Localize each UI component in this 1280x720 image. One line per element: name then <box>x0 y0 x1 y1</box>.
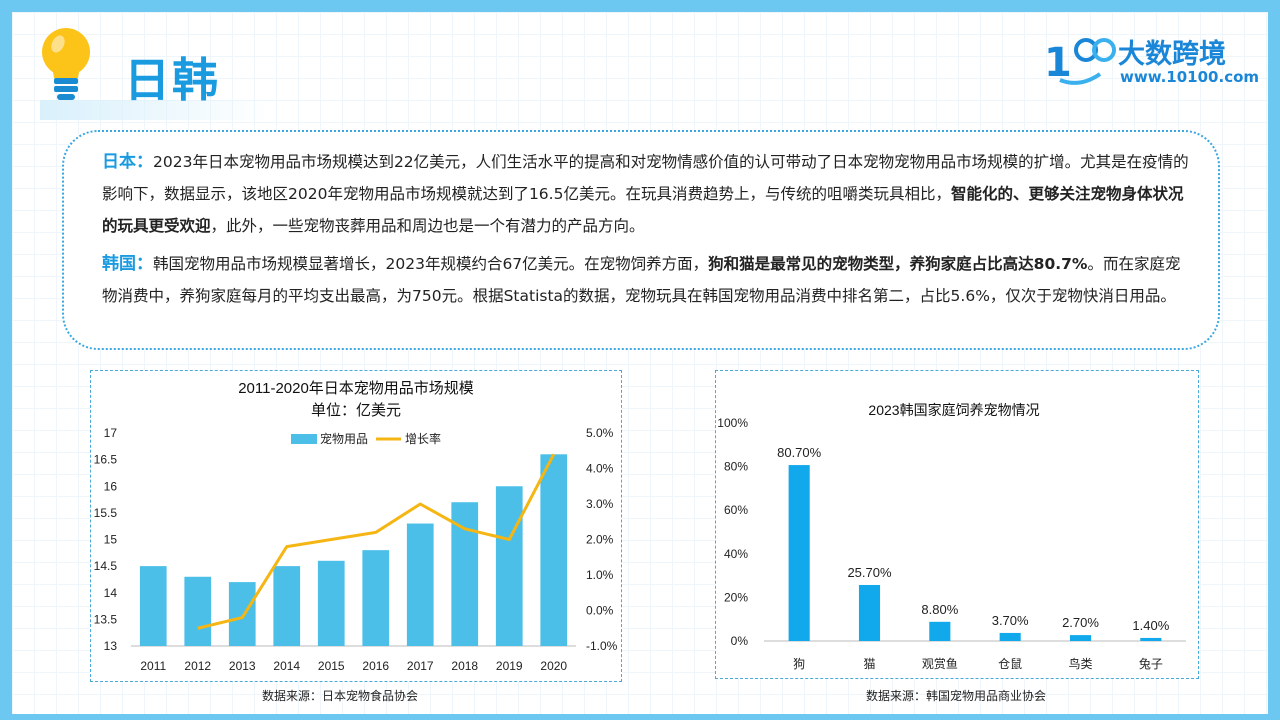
chart1-xtick: 2012 <box>184 659 211 673</box>
chart1-bar <box>406 523 434 646</box>
chart2-bar <box>999 632 1021 641</box>
chart1-bar <box>317 560 345 646</box>
chart2-xtick: 仓鼠 <box>998 657 1022 671</box>
chart2-bar <box>788 465 810 641</box>
chart1-bar <box>228 582 256 646</box>
korea-text-2: 。而在家庭宠物消费中，养狗家庭每月的平均支出最高，为750元。根据Statist… <box>102 255 1181 305</box>
title-underline <box>40 100 270 120</box>
chart1-xtick: 2020 <box>540 659 567 673</box>
chart1-y2tick: 2.0% <box>586 533 614 547</box>
svg-text:1: 1 <box>1044 40 1072 86</box>
chart1-ytick: 14.5 <box>94 559 118 573</box>
chart2-ytick: 0% <box>731 634 749 648</box>
korea-text-1: 韩国宠物用品市场规模显著增长，2023年规模约合67亿美元。在宠物饲养方面， <box>153 255 709 273</box>
chart1-xtick: 2015 <box>318 659 345 673</box>
korea-pets-chart-svg: 2023韩国家庭饲养宠物情况 0% 20% 40% 60% 80% 100% 80.70% 狗 2… <box>717 402 1186 671</box>
chart2-data-label: 25.70% <box>847 565 892 580</box>
chart1-ytick: 16.5 <box>94 453 118 467</box>
japan-chart-source: 数据来源：日本宠物食品协会 <box>262 689 419 703</box>
japan-text-1: 2023年日本宠物用品市场规模达到22亿美元，人们生活水平的提高和对宠物情感价值… <box>102 153 1189 203</box>
chart1-xtick: 2016 <box>362 659 389 673</box>
chart2-xtick: 猫 <box>863 657 875 671</box>
chart2-data-label: 2.70% <box>1062 615 1099 630</box>
korea-lead: 韩国： <box>102 254 153 274</box>
chart1-title: 2011-2020年日本宠物用品市场规模 <box>238 380 474 397</box>
chart1-xtick: 2014 <box>273 659 300 673</box>
japan-highlight: 智能化的、更够关注宠物身体状况的玩具更受欢迎 <box>102 185 1184 235</box>
chart1-y2tick: 1.0% <box>586 568 614 582</box>
japan-paragraph: 日本：2023年日本宠物用品市场规模达到22亿美元，人们生活水平的提高和对宠物情… <box>102 146 1190 242</box>
chart1-y2tick: -1.0% <box>586 639 618 653</box>
chart2-xtick: 狗 <box>793 657 805 671</box>
chart1-xtick: 2017 <box>407 659 434 673</box>
chart2-bar <box>858 584 881 641</box>
chart2-ytick: 80% <box>724 460 748 474</box>
chart1-xtick: 2018 <box>451 659 478 673</box>
chart2-ytick: 100% <box>717 416 748 430</box>
chart2-data-label: 8.80% <box>921 602 958 617</box>
chart1-ytick: 15 <box>104 533 118 547</box>
chart1-ytick: 13.5 <box>94 612 118 626</box>
page-title: 日韩 <box>124 53 220 107</box>
chart1-subtitle: 单位：亿美元 <box>311 402 401 419</box>
lightbulb-icon <box>42 28 90 100</box>
chart2-ytick: 20% <box>724 590 748 604</box>
chart2-data-label: 80.70% <box>777 445 822 460</box>
chart1-bar <box>451 502 479 646</box>
chart2-xtick: 兔子 <box>1139 656 1163 671</box>
chart1-bar <box>362 550 390 646</box>
japan-text-2: ，此外，一些宠物丧葬用品和周边也是一个有潜力的产品方向。 <box>210 217 645 235</box>
chart1-ytick: 13 <box>104 639 118 653</box>
logo-name: 大数跨境 <box>1118 39 1226 70</box>
chart1-y2tick: 0.0% <box>586 604 614 618</box>
summary-textbox: 日本：2023年日本宠物用品市场规模达到22亿美元，人们生活水平的提高和对宠物情… <box>62 130 1220 350</box>
chart1-xtick: 2013 <box>229 659 256 673</box>
chart1-ytick: 15.5 <box>94 506 118 520</box>
chart1-bar <box>495 486 523 646</box>
chart1-y2tick: 3.0% <box>586 497 614 511</box>
korea-paragraph: 韩国：韩国宠物用品市场规模显著增长，2023年规模约合67亿美元。在宠物饲养方面… <box>102 248 1190 312</box>
chart1-xtick: 2011 <box>140 659 166 673</box>
chart2-bar <box>1069 635 1092 641</box>
chart1-legend-line-label: 增长率 <box>405 431 441 446</box>
chart2-ytick: 40% <box>724 547 748 561</box>
japan-market-chart: 2011-2020年日本宠物用品市场规模 单位：亿美元 13 13.5 14 14.5 15… <box>90 370 622 682</box>
chart2-title: 2023韩国家庭饲养宠物情况 <box>868 402 1039 418</box>
chart2-bar <box>929 621 951 641</box>
chart1-ytick: 17 <box>104 426 118 440</box>
chart2-bar <box>1140 637 1162 641</box>
chart1-ytick: 14 <box>104 586 118 600</box>
korea-chart-source: 数据来源：韩国宠物用品商业协会 <box>866 689 1047 703</box>
chart2-data-label: 3.70% <box>992 613 1029 628</box>
korea-highlight: 狗和猫是最常见的宠物类型，养狗家庭占比高达80.7% <box>708 255 1088 273</box>
chart2-xtick: 鸟类 <box>1068 656 1092 671</box>
chart1-y2tick: 5.0% <box>586 426 614 440</box>
chart1-xtick: 2019 <box>496 659 523 673</box>
chart2-ytick: 60% <box>724 503 748 517</box>
chart1-bar <box>540 454 568 646</box>
chart1-bar <box>273 566 301 646</box>
chart1-bar <box>184 576 212 646</box>
chart1-ytick: 16 <box>104 479 118 493</box>
chart1-y2tick: 4.0% <box>586 462 614 476</box>
chart1-legend-bar-label: 宠物用品 <box>320 431 368 446</box>
logo-url: www.10100.com <box>1120 68 1260 86</box>
chart1-growth-line <box>197 453 556 630</box>
logo-mark-icon: 1 <box>1044 38 1116 86</box>
korea-pets-chart: 2023韩国家庭饲养宠物情况 0% 20% 40% 60% 80% 100% 80.70% 狗 2… <box>715 370 1199 679</box>
chart1-legend-bar-swatch <box>291 434 317 444</box>
chart2-data-label: 1.40% <box>1132 618 1169 633</box>
chart2-xtick: 观赏鱼 <box>922 657 958 671</box>
japan-lead: 日本： <box>102 152 153 172</box>
chart1-bar <box>139 566 167 646</box>
